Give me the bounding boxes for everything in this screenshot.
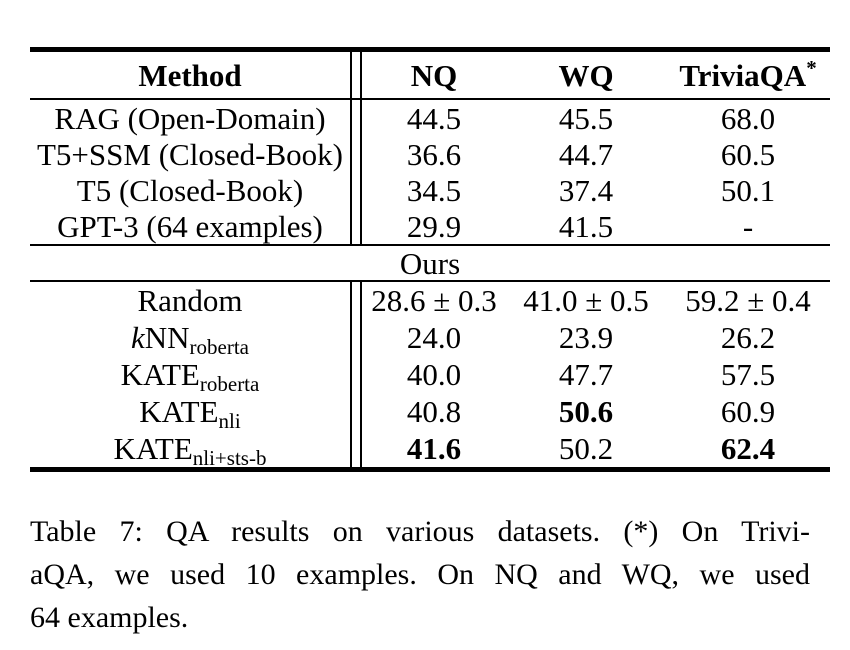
ours-section-label: Ours (30, 244, 830, 282)
column-separator (350, 52, 362, 100)
triviaqa-asterisk: * (806, 55, 817, 80)
nq-value: 41.6 (406, 431, 462, 466)
triviaqa-value: 59.2 ± 0.4 (685, 283, 811, 318)
wq-column-header: WQ (506, 52, 666, 100)
column-separator (350, 281, 362, 319)
wq-value: 50.2 (558, 431, 614, 466)
triviaqa-header-label: TriviaQA (679, 57, 807, 93)
method-cell: KATEroberta (120, 357, 260, 396)
column-separator (350, 172, 362, 208)
triviaqa-value: 68.0 (720, 100, 776, 136)
column-separator (350, 136, 362, 172)
caption-line: 64 examples. (30, 601, 189, 634)
method-cell: KATEnli+sts-b (113, 431, 267, 470)
row-rag: RAG (Open-Domain) 44.5 45.5 68.0 (30, 99, 830, 136)
triviaqa-value: - (742, 208, 754, 244)
method-column-header: Method (30, 52, 351, 100)
row-kate-nli: KATEnli 40.8 50.6 60.9 (30, 393, 830, 433)
column-separator (350, 99, 362, 136)
wq-value: 41.5 (558, 208, 614, 244)
wq-value: 47.7 (558, 357, 614, 392)
nq-value: 29.9 (406, 208, 462, 244)
triviaqa-value: 60.9 (720, 394, 776, 429)
triviaqa-value: 26.2 (720, 320, 776, 355)
column-separator (350, 430, 362, 467)
column-separator (350, 319, 362, 356)
nq-column-header: NQ (361, 52, 506, 100)
results-table: Method NQ WQ TriviaQA* RAG (Open-Domain)… (30, 52, 830, 470)
method-cell: T5+SSM (Closed-Book) (37, 136, 343, 172)
triviaqa-value: 60.5 (720, 136, 776, 172)
row-t5: T5 (Closed-Book) 34.5 37.4 50.1 (30, 172, 830, 208)
table-caption: Table 7: QA results on various datasets.… (30, 510, 810, 639)
column-separator (350, 208, 362, 245)
row-gpt3: GPT-3 (64 examples) 29.9 41.5 - (30, 208, 830, 245)
triviaqa-column-header: TriviaQA* (666, 52, 830, 100)
row-t5-ssm: T5+SSM (Closed-Book) 36.6 44.7 60.5 (30, 136, 830, 172)
method-cell: Random (137, 283, 243, 318)
row-kate-roberta: KATEroberta 40.0 47.7 57.5 (30, 356, 830, 396)
method-cell: T5 (Closed-Book) (76, 172, 304, 208)
method-cell: KATEnli (139, 394, 241, 433)
wq-value: 44.7 (558, 136, 614, 172)
column-separator (350, 356, 362, 393)
wq-value: 41.0 ± 0.5 (523, 283, 649, 318)
row-knn-roberta: kNNroberta 24.0 23.9 26.2 (30, 319, 830, 359)
ours-section-row: Ours (30, 244, 830, 282)
row-kate-nli-sts-b: KATEnli+sts-b 41.6 50.2 62.4 (30, 430, 830, 470)
nq-value: 34.5 (406, 172, 462, 208)
triviaqa-value: 57.5 (720, 357, 776, 392)
nq-value: 28.6 ± 0.3 (371, 283, 497, 318)
nq-value: 24.0 (406, 320, 462, 355)
wq-value: 45.5 (558, 100, 614, 136)
wq-value: 23.9 (558, 320, 614, 355)
results-table-frame: Method NQ WQ TriviaQA* RAG (Open-Domain)… (30, 47, 830, 472)
triviaqa-value: 50.1 (720, 172, 776, 208)
nq-value: 40.8 (406, 394, 462, 429)
nq-value: 36.6 (406, 136, 462, 172)
method-cell: kNNroberta (130, 320, 249, 359)
caption-line: Table 7: QA results on various datasets.… (30, 515, 810, 548)
caption-line: aQA, we used 10 examples. On NQ and WQ, … (30, 558, 810, 591)
column-separator (350, 393, 362, 430)
method-cell: GPT-3 (64 examples) (57, 208, 323, 244)
header-row: Method NQ WQ TriviaQA* (30, 52, 830, 100)
triviaqa-value: 62.4 (720, 431, 776, 466)
nq-value: 44.5 (406, 100, 462, 136)
wq-value: 50.6 (558, 394, 614, 429)
nq-value: 40.0 (406, 357, 462, 392)
wq-value: 37.4 (558, 172, 614, 208)
row-random: Random 28.6 ± 0.3 41.0 ± 0.5 59.2 ± 0.4 (30, 281, 830, 319)
method-cell: RAG (Open-Domain) (54, 100, 326, 136)
